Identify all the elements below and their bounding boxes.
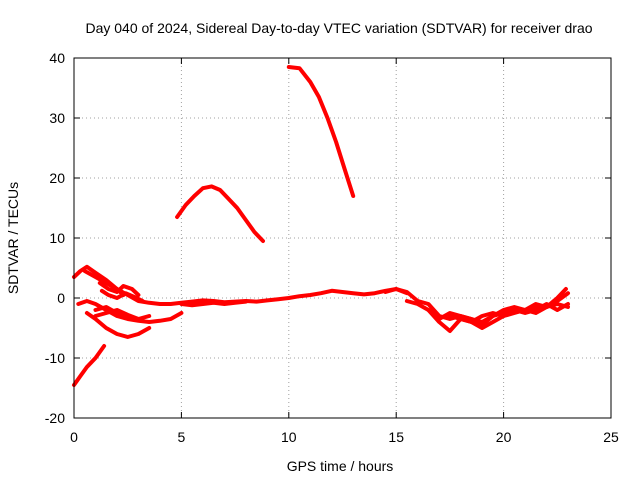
y-tick-label: 30 <box>49 110 65 126</box>
series-arc-11 <box>286 65 356 198</box>
series-arc-5 <box>97 281 141 297</box>
y-tick-label: 20 <box>49 170 65 186</box>
series-arc-6 <box>93 305 152 321</box>
series-arc-10 <box>175 184 265 243</box>
series-arc-8 <box>84 311 152 339</box>
series-arc-15 <box>447 302 570 324</box>
x-axis-label: GPS time / hours <box>287 458 394 474</box>
y-tick-label: 40 <box>49 50 65 66</box>
x-tick-label: 10 <box>281 429 297 445</box>
chart-title: Day 040 of 2024, Sidereal Day-to-day VTE… <box>85 20 592 36</box>
y-axis-label: SDTVAR / TECUs <box>5 182 21 294</box>
x-tick-label: 20 <box>496 429 512 445</box>
y-tick-label: 0 <box>57 290 65 306</box>
series-layer <box>72 65 570 387</box>
y-tick-label: -20 <box>45 410 65 426</box>
x-tick-label: 25 <box>603 429 619 445</box>
series-arc-9 <box>72 344 107 387</box>
y-tick-label: -10 <box>45 350 65 366</box>
x-tick-label: 0 <box>70 429 78 445</box>
axis-ticks: 0 5 10 15 20 25 -20 -10 0 10 20 30 40 <box>45 50 619 445</box>
series-arc-16 <box>179 299 248 308</box>
grid-lines <box>74 58 611 418</box>
series-arc-14 <box>426 287 568 333</box>
series-arc-7 <box>99 288 145 303</box>
x-tick-label: 15 <box>388 429 404 445</box>
x-tick-label: 5 <box>178 429 186 445</box>
series-arc-3 <box>76 299 184 324</box>
y-tick-label: 10 <box>49 230 65 246</box>
